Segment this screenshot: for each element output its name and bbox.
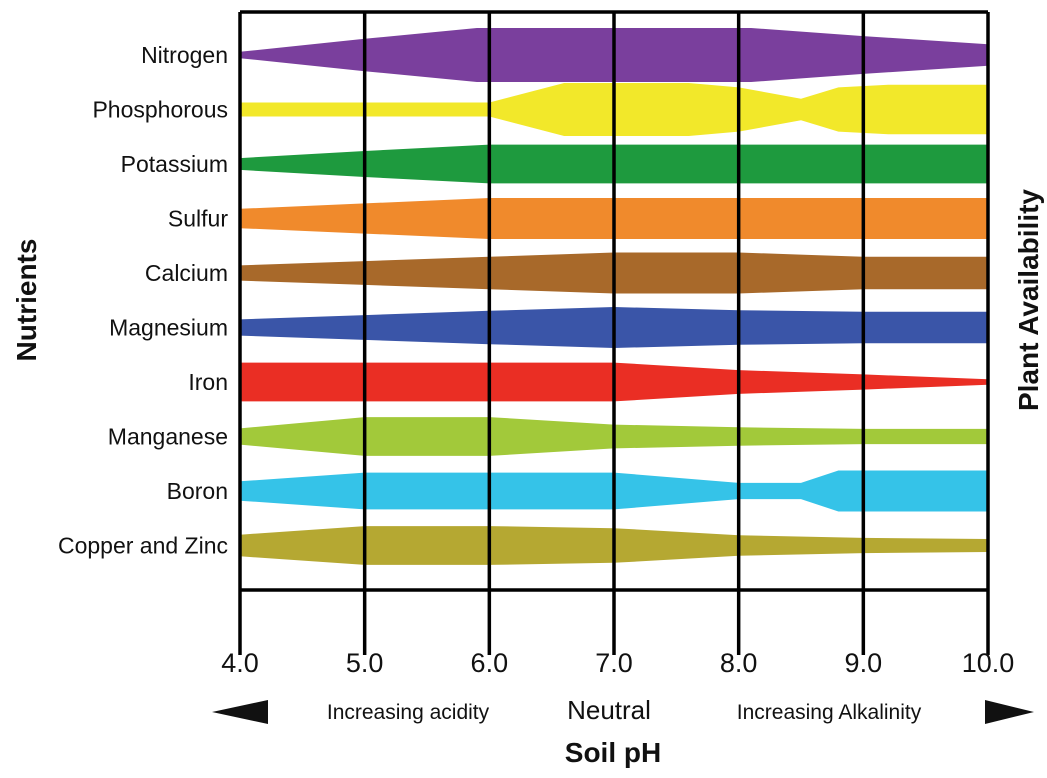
left-arrow-icon [212, 700, 268, 724]
nutrient-label-calcium: Calcium [145, 260, 228, 286]
x-tick-label: 8.0 [720, 648, 758, 678]
x-tick-label: 6.0 [471, 648, 509, 678]
labels-layer: Nitrogen Phosphorous Potassium Sulfur Calciu… [58, 42, 228, 559]
x-axis-title: Soil pH [565, 737, 661, 768]
nutrient-label-sulfur: Sulfur [168, 206, 228, 232]
nutrient-label-potassium: Potassium [121, 151, 228, 177]
x-tick-label: 4.0 [221, 648, 259, 678]
nutrient-label-nitrogen: Nitrogen [141, 42, 228, 68]
nutrient-label-boron: Boron [167, 478, 228, 504]
y-axis-title-right: Plant Availability [1013, 189, 1044, 411]
nutrient-label-phosphorous: Phosphorous [92, 97, 228, 123]
x-tick-label: 10.0 [962, 648, 1015, 678]
nutrient-label-manganese: Manganese [108, 424, 228, 450]
alkalinity-annotation: Increasing Alkalinity [737, 701, 922, 724]
nutrient-label-iron: Iron [188, 369, 228, 395]
x-tick-label: 9.0 [845, 648, 883, 678]
x-tick-label: 7.0 [595, 648, 633, 678]
grid-layer: 4.0 5.0 6.0 7.0 8.0 9.0 10.0 [221, 10, 1015, 678]
nutrient-label-magnesium: Magnesium [109, 315, 228, 341]
acidity-annotation: Increasing acidity [327, 701, 490, 724]
right-arrow-icon [985, 700, 1034, 724]
nutrient-label-copper-and-zinc: Copper and Zinc [58, 533, 228, 559]
neutral-annotation: Neutral [567, 695, 651, 725]
x-tick-label: 5.0 [346, 648, 384, 678]
y-axis-title-left: Nutrients [11, 239, 42, 362]
